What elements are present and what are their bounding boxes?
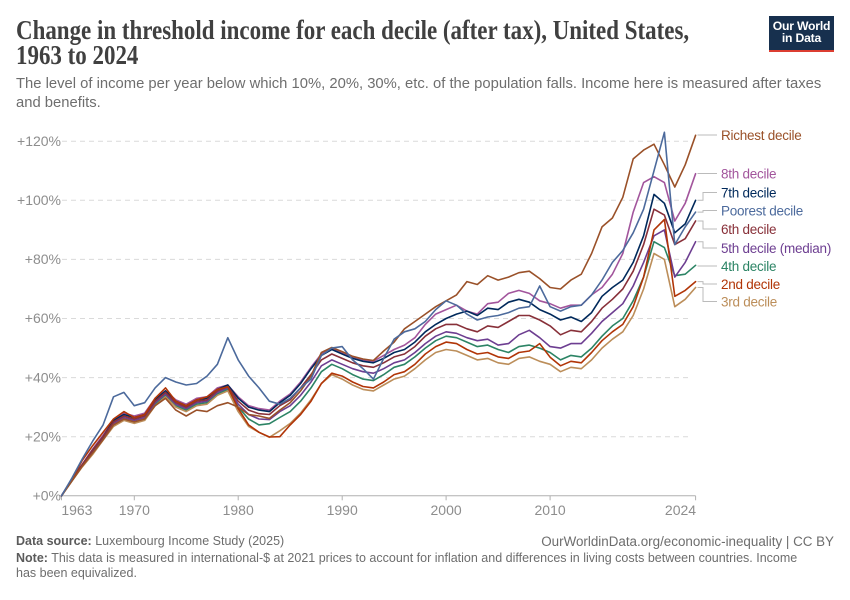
svg-text:+60%: +60% xyxy=(25,310,61,326)
svg-text:2000: 2000 xyxy=(431,502,462,518)
svg-text:1963: 1963 xyxy=(61,502,92,518)
svg-text:5th decile (median): 5th decile (median) xyxy=(721,241,831,256)
svg-text:6th decile: 6th decile xyxy=(721,222,776,237)
svg-text:+0%: +0% xyxy=(33,488,61,504)
svg-text:8th decile: 8th decile xyxy=(721,166,776,181)
svg-text:1990: 1990 xyxy=(327,502,358,518)
svg-text:7th decile: 7th decile xyxy=(721,185,776,200)
svg-text:1980: 1980 xyxy=(223,502,254,518)
svg-text:+80%: +80% xyxy=(25,251,61,267)
svg-text:3rd decile: 3rd decile xyxy=(721,294,777,309)
svg-text:+100%: +100% xyxy=(17,192,61,208)
svg-text:2nd decile: 2nd decile xyxy=(721,277,780,292)
svg-text:1970: 1970 xyxy=(119,502,150,518)
svg-text:2024: 2024 xyxy=(665,502,696,518)
svg-text:+40%: +40% xyxy=(25,369,61,385)
svg-text:2010: 2010 xyxy=(535,502,566,518)
svg-text:4th decile: 4th decile xyxy=(721,259,776,274)
svg-text:+120%: +120% xyxy=(17,133,61,149)
svg-text:+20%: +20% xyxy=(25,428,61,444)
svg-text:Richest decile: Richest decile xyxy=(721,128,802,143)
svg-text:Poorest decile: Poorest decile xyxy=(721,203,803,218)
